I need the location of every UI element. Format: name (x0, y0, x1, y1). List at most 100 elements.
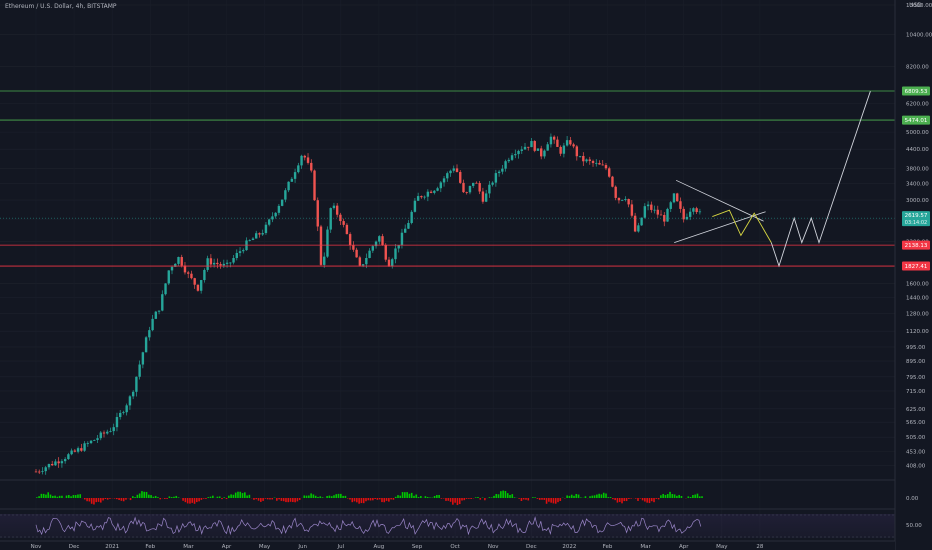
macd-bar (141, 491, 143, 498)
candle-body (533, 141, 536, 151)
candle-body (271, 216, 274, 220)
candle-body (416, 196, 420, 201)
candle-body (562, 145, 566, 154)
macd-bar (465, 498, 468, 499)
candle-body (633, 215, 637, 232)
currency-label[interactable]: USD (909, 2, 922, 9)
candle-body (229, 262, 232, 264)
candle-body (397, 245, 400, 249)
macd-bar (298, 498, 301, 500)
macd-bar (138, 493, 141, 498)
candle-body (148, 330, 151, 338)
candle-body (180, 257, 183, 266)
candle-body (34, 471, 38, 473)
candle-body (80, 448, 83, 451)
macd-bar (504, 491, 507, 498)
macd-bar (566, 495, 568, 498)
candle-body (151, 318, 154, 331)
candle-body (433, 190, 436, 193)
price-tick-label: 565.00 (906, 420, 926, 426)
macd-bar (687, 496, 690, 498)
price-tick-label: 3400.00 (906, 181, 929, 187)
candle-body (549, 136, 553, 145)
macd-bar (406, 492, 408, 498)
macd-bar (294, 498, 296, 503)
candle-body (449, 170, 452, 174)
candle-body (666, 208, 669, 222)
candle-body (371, 246, 375, 251)
macd-bar (580, 497, 582, 498)
candle-body (76, 448, 80, 452)
candle-body (86, 443, 90, 444)
macd-bar (104, 498, 107, 499)
candle-body (290, 178, 294, 182)
candle-body (303, 155, 306, 158)
candle-body (585, 159, 588, 162)
macd-bar (312, 494, 315, 498)
candle-body (348, 234, 352, 246)
candle-body (501, 168, 504, 172)
time-tick-label: Feb (603, 544, 613, 550)
macd-bar (305, 495, 308, 498)
candle-body (646, 204, 650, 207)
macd-bar (45, 494, 47, 498)
candle-body (284, 190, 287, 200)
candle-body (248, 240, 251, 241)
level-label: 1827.41 (905, 264, 928, 270)
time-tick-label: May (716, 544, 728, 550)
macd-bar (545, 498, 548, 504)
projection-white-path (770, 91, 871, 268)
candle-body (67, 454, 70, 460)
candle-body (420, 196, 423, 198)
macd-bar (410, 492, 413, 498)
macd-bar (575, 494, 578, 498)
macd-bar (109, 498, 111, 499)
macd-bar (628, 498, 630, 499)
candle-body (378, 236, 381, 242)
candle-body (326, 229, 329, 257)
macd-bar (680, 495, 683, 498)
candle-body (297, 165, 300, 173)
macd-bar (333, 495, 335, 498)
candle-body (235, 252, 238, 259)
candle-body (222, 263, 226, 266)
candle-body (491, 182, 494, 185)
time-tick-label: Aug (374, 544, 385, 550)
time-axis[interactable] (0, 541, 895, 550)
macd-bar (568, 495, 571, 498)
candle-body (604, 165, 608, 169)
macd-bar (276, 498, 278, 501)
candle-body (258, 233, 261, 235)
candle-body (410, 211, 413, 223)
macd-bar (552, 498, 555, 504)
macd-bar (232, 494, 235, 498)
candle-body (131, 391, 135, 397)
candle-body (122, 412, 125, 414)
triangle-lower-line (674, 211, 766, 243)
candle-body (624, 198, 627, 200)
candle-body (358, 257, 362, 266)
candle-body (484, 193, 488, 202)
macd-bar (296, 498, 299, 502)
macd-bar (88, 498, 91, 502)
candle-body (685, 216, 689, 220)
macd-bar (102, 498, 104, 501)
macd-bar (463, 498, 466, 501)
chart-title: Ethereum / U.S. Dollar, 4h, BITSTAMP (5, 3, 117, 10)
macd-bar (47, 492, 50, 498)
candle-body (368, 250, 371, 258)
horizontal-levels[interactable] (0, 90, 895, 267)
macd-bar (520, 498, 523, 502)
macd-bar (634, 498, 637, 499)
drawing-annotations[interactable] (674, 91, 871, 268)
macd-bar (692, 495, 694, 498)
candle-body (177, 257, 180, 264)
macd-bar (145, 491, 148, 498)
macd-bar (420, 496, 422, 498)
macd-bar (662, 493, 664, 498)
macd-bar (554, 498, 557, 504)
candle-body (93, 439, 96, 441)
candle-body (384, 245, 387, 260)
macd-bar (177, 497, 180, 498)
